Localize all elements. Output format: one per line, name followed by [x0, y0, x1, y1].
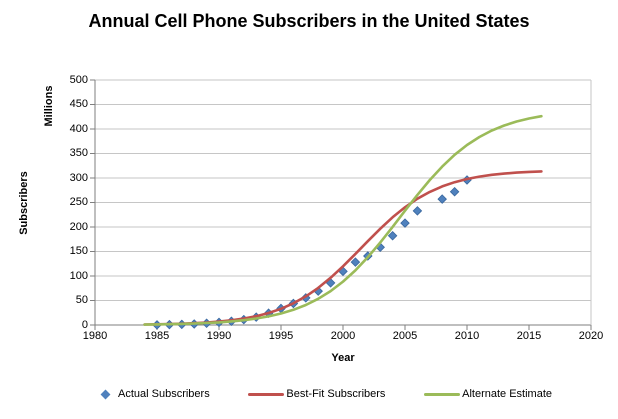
x-tick-label: 1990 [206, 330, 232, 342]
legend: Actual Subscribers Best-Fit Subscribers … [100, 388, 552, 400]
x-tick-label: 1985 [144, 330, 170, 342]
legend-item-actual-subscribers: Actual Subscribers [100, 388, 210, 400]
green-line-marker-icon [424, 392, 461, 396]
y-axis-title: Subscribers [18, 171, 30, 235]
x-tick-label: 2005 [392, 330, 418, 342]
y-tick-label: 300 [69, 171, 88, 184]
y-tick-label: 500 [69, 73, 88, 86]
x-tick-label: 2010 [454, 330, 480, 342]
y-tick-label: 200 [69, 220, 88, 233]
legend-item-best-fit: Best-Fit Subscribers [248, 388, 385, 400]
y-tick-label: 150 [69, 245, 88, 257]
data-point-diamond [400, 218, 410, 228]
x-tick-label: 1980 [82, 330, 108, 342]
y-tick-label: 100 [69, 269, 88, 282]
data-point-diamond [350, 257, 361, 267]
diamond-marker-icon [100, 389, 111, 399]
legend-label-alternate: Alternate Estimate [462, 388, 552, 400]
y-tick-label: 400 [69, 122, 88, 135]
legend-item-alternate: Alternate Estimate [424, 388, 552, 400]
x-axis-title: Year [331, 352, 355, 364]
alternate-estimate-curve [143, 114, 543, 326]
legend-label-actual: Actual Subscribers [118, 388, 210, 400]
y-tick-label: 0 [81, 318, 88, 331]
data-point-diamond [437, 194, 447, 204]
y-tick-label: 50 [75, 294, 88, 306]
x-tick-label: 2020 [578, 330, 604, 342]
x-tick-label: 2000 [330, 330, 356, 342]
data-point-diamond [449, 186, 460, 197]
plot-area [90, 79, 592, 330]
legend-label-best-fit: Best-Fit Subscribers [286, 388, 386, 400]
y-tick-label: 250 [69, 196, 88, 208]
red-line-marker-icon [248, 392, 285, 396]
y-tick-label: 450 [69, 98, 88, 110]
x-tick-label: 1995 [268, 330, 294, 342]
x-tick-label: 2015 [516, 330, 542, 342]
data-point-diamond [387, 231, 398, 241]
chart-title: Annual Cell Phone Subscribers in the Uni… [88, 11, 530, 31]
y-tick-label: 350 [69, 147, 88, 159]
best-fit-curve [143, 170, 543, 326]
data-point-diamond [412, 206, 423, 216]
